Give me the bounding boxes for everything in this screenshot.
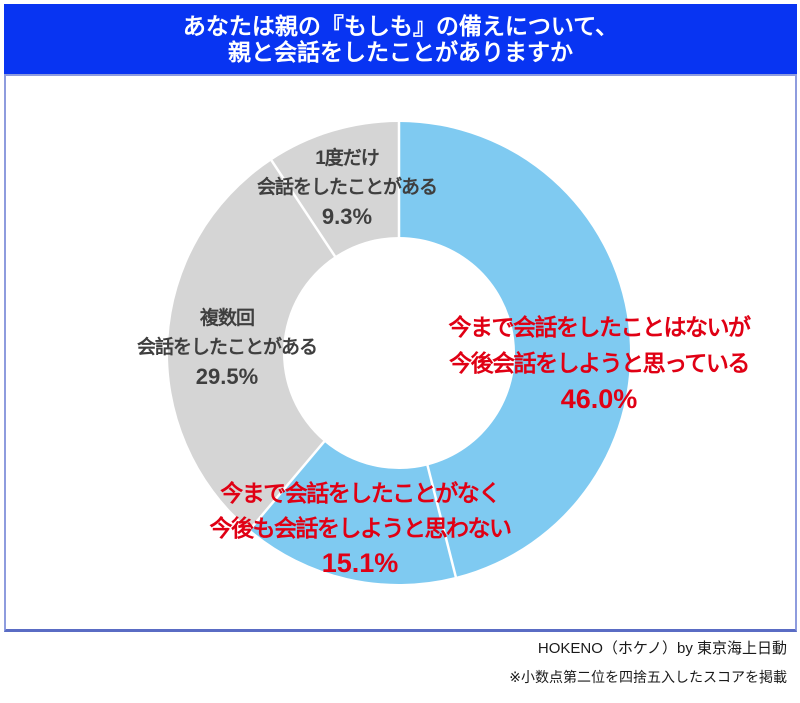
segment-divider-1	[425, 463, 458, 580]
segment-value-label: 29.5%	[195, 364, 259, 389]
footer: HOKENO（ホケノ）by 東京海上日動 ※小数点第二位を四捨五入したスコアを掲…	[509, 640, 787, 686]
header-banner: あなたは親の『もしも』の備えについて、 親と会話をしたことがありますか	[4, 4, 797, 74]
segment-value-label: 9.3%	[321, 204, 373, 229]
segment-divider-2	[247, 439, 327, 532]
segment-label-text: 今後会話をしようと思っている	[449, 350, 750, 376]
footer-note: ※小数点第二位を四捨五入したスコアを掲載	[509, 669, 787, 685]
segment-label-15-percent: 今まで会話をしたことがなく 今後も会話をしようと思わない 15.1%	[209, 476, 513, 581]
segment-label-9-percent: 1度だけ 会話をしたことがある 9.3%	[256, 144, 438, 231]
segment-label-text: 会話をしたことがある	[136, 337, 318, 358]
segment-label-46-percent: 今まで会話をしたことはないが 今後会話をしようと思っている 46.0%	[448, 309, 752, 417]
page-title-line-1: あなたは親の『もしも』の備えについて、	[182, 13, 619, 39]
segment-arc-1	[249, 441, 456, 584]
segment-label-text: 今後も会話をしようと思わない	[209, 515, 513, 541]
segment-arc-0	[399, 122, 630, 577]
segment-arc-2	[168, 160, 335, 530]
segment-value-label: 46.0%	[560, 384, 638, 414]
page-title-line-2: 親と会話をしたことがありますか	[228, 39, 573, 65]
segment-value-label: 15.1%	[321, 548, 399, 578]
footer-credit: HOKENO（ホケノ）by 東京海上日動	[537, 640, 787, 657]
segment-label-text: 1度だけ	[315, 148, 380, 169]
segment-arc-3	[271, 122, 399, 257]
segment-divider-3	[269, 158, 338, 259]
segment-label-text: 会話をしたことがある	[256, 177, 438, 198]
segment-label-text: 複数回	[199, 308, 255, 329]
segment-label-text: 今まで会話をしたことがなく	[220, 480, 501, 506]
segment-label-text: 今まで会話をしたことはないが	[448, 314, 752, 340]
segment-label-29-percent: 複数回 会話をしたことがある 29.5%	[136, 304, 318, 391]
